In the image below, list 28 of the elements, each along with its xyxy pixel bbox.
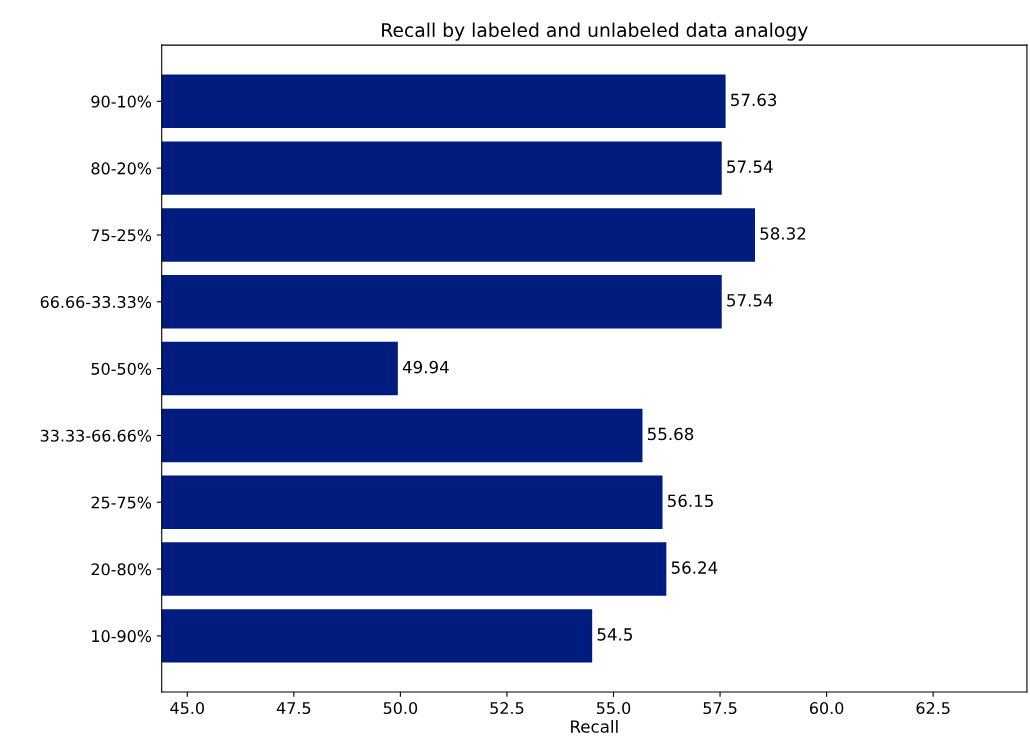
y-tick-label: 50-50% <box>91 362 152 375</box>
y-tick-label: 25-75% <box>91 496 152 509</box>
data-label: 56.15 <box>667 494 713 508</box>
data-label: 56.24 <box>671 561 718 574</box>
y-tick-label: 75-25% <box>91 229 152 242</box>
data-label: 58.32 <box>760 227 806 240</box>
data-label: 57.63 <box>731 93 777 107</box>
x-tick-label: 50.0 <box>383 702 418 715</box>
data-label: 57.54 <box>727 294 773 307</box>
x-axis-title: Recall <box>571 719 618 733</box>
y-tick-label: 66.66-33.33% <box>40 295 152 309</box>
data-label: 54.5 <box>597 628 632 641</box>
y-tick-label: 33.33-66.66% <box>40 429 152 442</box>
data-label: 57.54 <box>727 160 773 173</box>
data-label: 49.94 <box>402 360 449 374</box>
x-tick-label: 57.5 <box>703 702 737 715</box>
y-tick-label: 20-80% <box>91 563 152 576</box>
data-label: 55.68 <box>647 427 694 441</box>
x-tick-label: 55.0 <box>596 702 631 715</box>
chart-title: Recall by labeled and unlabeled data analogy <box>382 22 808 41</box>
y-tick-label: 10-90% <box>92 630 152 643</box>
x-tick-label: 60.0 <box>809 702 844 715</box>
y-tick-label: 80-20% <box>91 162 152 175</box>
y-tick-label: 90-10% <box>91 95 152 108</box>
x-tick-label: 62.5 <box>916 702 950 715</box>
x-tick-label: 52.5 <box>490 702 524 715</box>
x-tick-label: 47.5 <box>276 702 311 715</box>
x-tick-label: 45.0 <box>170 702 204 715</box>
